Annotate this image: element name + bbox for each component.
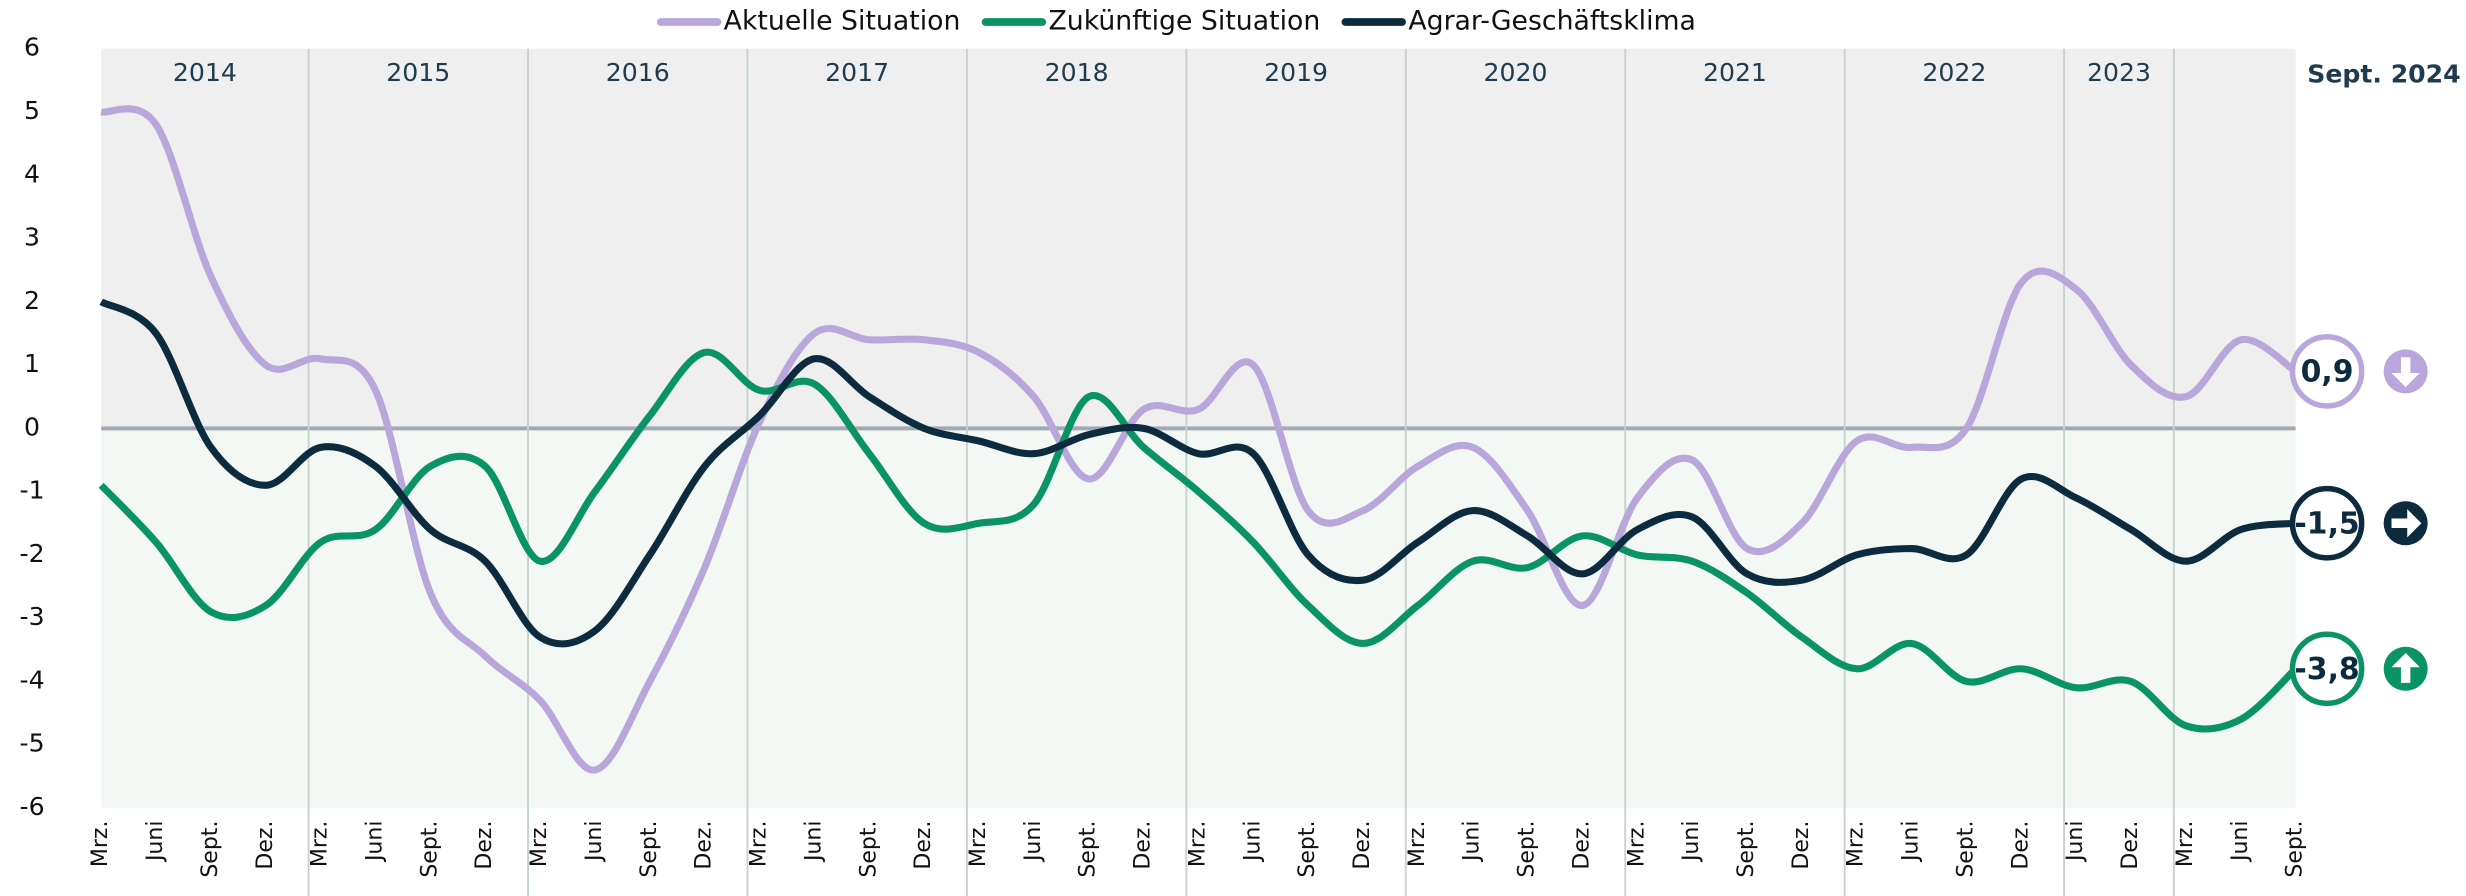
y-tick-label: -4 <box>20 665 45 694</box>
x-tick-label: Dez. <box>253 821 278 870</box>
x-tick-label: Juni <box>801 821 826 863</box>
lower-band <box>101 428 2296 808</box>
x-tick-label: Mrz. <box>1405 821 1430 868</box>
x-tick-label: Sept. <box>1953 821 1978 878</box>
x-tick-label: Mrz. <box>966 821 991 868</box>
year-label: 2016 <box>606 58 670 87</box>
series-line <box>100 105 2298 774</box>
x-tick-label: Juni <box>1021 821 1046 863</box>
x-tick-label: Juni <box>2063 821 2088 864</box>
year-label: 2017 <box>825 58 889 87</box>
arrow-shape <box>2391 509 2422 538</box>
y-tick-label: -2 <box>20 539 45 568</box>
y-tick-label: -5 <box>20 729 45 758</box>
x-tick-label: Juni <box>1899 821 1924 864</box>
x-tick-label: Mrz. <box>747 821 772 868</box>
year-label: 2023 <box>2087 58 2151 87</box>
x-tick-label: Juni <box>1240 821 1265 863</box>
legend-label: Zukünftige Situation <box>1048 6 1320 37</box>
y-tick-label: 1 <box>24 349 40 378</box>
x-tick-label: Juni <box>1460 821 1485 863</box>
x-tick-label: Dez. <box>1789 821 1814 870</box>
y-tick-label: 4 <box>24 159 40 188</box>
x-tick-label: Dez. <box>472 821 497 870</box>
x-tick-label: Sept. <box>637 821 662 878</box>
end-label: 0,9 <box>2301 354 2354 389</box>
end-badge <box>2289 334 2365 409</box>
y-tick-label: -3 <box>20 602 45 631</box>
end-badge <box>2289 631 2365 707</box>
x-tick-label: Mrz. <box>88 821 113 868</box>
year-label: 2021 <box>1703 58 1767 87</box>
y-tick-label: 6 <box>24 33 40 62</box>
x-tick-label: Mrz. <box>1185 821 1210 868</box>
x-tick-label: Juni <box>143 821 168 863</box>
x-tick-label: Sept. <box>2283 821 2308 878</box>
y-tick-label: 2 <box>24 286 40 315</box>
x-tick-label: Dez. <box>2008 821 2033 870</box>
y-tick-label: -6 <box>20 792 45 821</box>
y-tick-label: -1 <box>20 476 45 505</box>
x-tick-label: Mrz. <box>2173 821 2198 868</box>
trend-arrow <box>2383 501 2428 546</box>
x-tick-label: Dez. <box>2118 821 2143 870</box>
trend-arrow <box>2383 349 2428 394</box>
latest-label: Sept. 2024 <box>2307 59 2460 88</box>
x-tick-label: Sept. <box>198 821 223 878</box>
x-tick-label: Sept. <box>1515 821 1540 878</box>
x-tick-label: Mrz. <box>1844 821 1869 868</box>
x-tick-label: Juni <box>1679 821 1704 864</box>
arrow-shape <box>2391 653 2420 683</box>
x-tick-label: Mrz. <box>308 821 333 868</box>
x-tick-label: Dez. <box>692 821 717 870</box>
y-tick-label: 5 <box>24 96 40 125</box>
year-label: 2015 <box>386 58 450 87</box>
series-line <box>98 348 2299 733</box>
year-label: 2018 <box>1045 58 1109 87</box>
year-label: 2022 <box>1922 58 1986 87</box>
x-tick-label: Sept. <box>856 821 881 878</box>
x-tick-label: Juni <box>582 821 607 863</box>
end-badge <box>2289 485 2365 561</box>
x-tick-label: Sept. <box>417 821 442 878</box>
x-tick-label: Mrz. <box>1624 821 1649 868</box>
legend-label: Aktuelle Situation <box>724 6 961 37</box>
x-tick-label: Juni <box>363 821 388 863</box>
x-tick-label: Sept. <box>1076 821 1101 878</box>
x-tick-label: Mrz. <box>527 821 552 868</box>
year-label: 2020 <box>1484 58 1548 87</box>
end-label: -1,5 <box>2294 506 2359 541</box>
x-tick-label: Dez. <box>1131 821 1156 870</box>
end-label: -3,8 <box>2294 652 2359 687</box>
x-tick-label: Dez. <box>911 821 936 870</box>
year-label: 2019 <box>1264 58 1328 87</box>
x-tick-label: Sept. <box>1734 821 1759 878</box>
legend-label: Agrar-Geschäftsklima <box>1408 6 1696 37</box>
y-tick-label: 3 <box>24 223 40 252</box>
series-line <box>99 298 2297 648</box>
x-tick-label: Dez. <box>1569 821 1594 870</box>
y-tick-label: 0 <box>24 412 40 441</box>
x-tick-label: Juni <box>2228 821 2253 864</box>
upper-band <box>101 48 2296 429</box>
arrow-shape <box>2391 357 2420 388</box>
x-tick-label: Sept. <box>1295 821 1320 878</box>
year-label: 2014 <box>173 58 237 87</box>
x-tick-label: Dez. <box>1350 821 1375 870</box>
trend-arrow <box>2383 646 2428 691</box>
